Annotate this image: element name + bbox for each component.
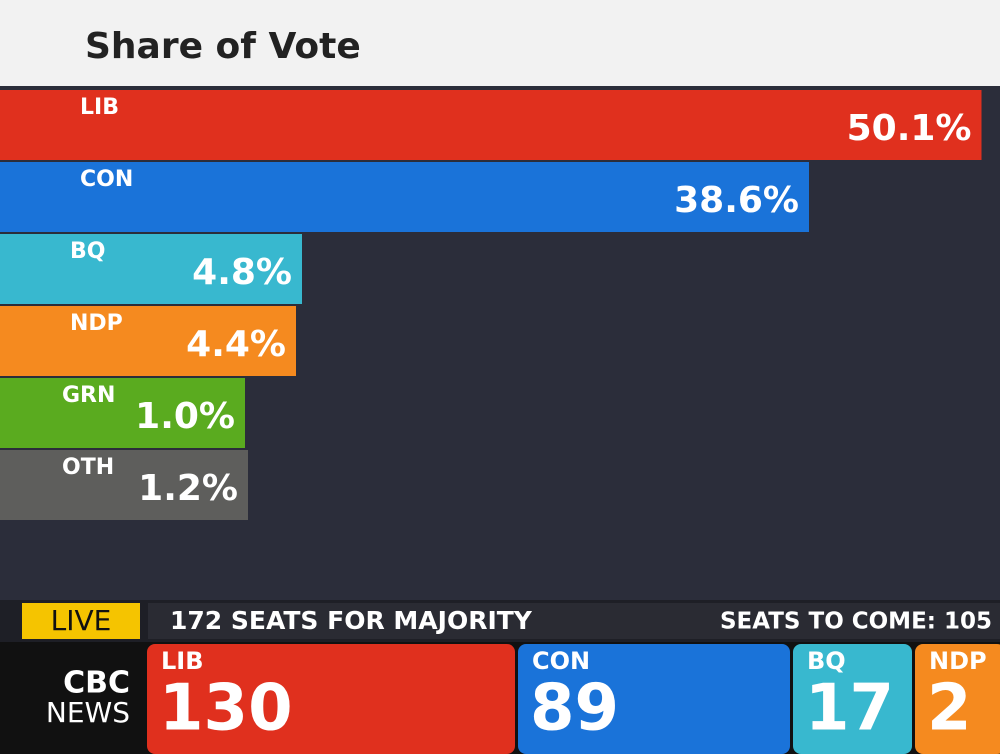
logo-cbc: CBC (63, 666, 130, 701)
category-label: OTH (62, 455, 114, 480)
seat-count: 89 (530, 672, 619, 746)
seat-count: 2 (927, 672, 972, 746)
bar (0, 90, 982, 160)
live-label: LIVE (51, 604, 112, 637)
value-label: 50.1% (847, 108, 972, 149)
seat-count: 17 (805, 672, 894, 746)
seat-box (518, 644, 790, 754)
category-label: GRN (62, 383, 115, 408)
value-label: 1.0% (135, 396, 235, 437)
seat-party: BQ (807, 647, 846, 675)
header (0, 0, 1000, 86)
value-label: 38.6% (674, 180, 799, 221)
seat-box (915, 644, 1000, 754)
majority-label: 172 SEATS FOR MAJORITY (170, 606, 533, 635)
bar (0, 306, 296, 376)
seat-box (147, 644, 515, 754)
seat-party: CON (532, 647, 590, 675)
value-label: 4.4% (186, 324, 286, 365)
live-badge (22, 603, 140, 639)
bar (0, 450, 248, 520)
value-label: 1.2% (138, 468, 238, 509)
category-label: BQ (70, 239, 105, 264)
category-label: CON (80, 167, 133, 192)
category-label: NDP (70, 311, 123, 336)
seat-party: NDP (929, 647, 987, 675)
bar (0, 234, 302, 304)
chart-title: Share of Vote (85, 26, 361, 67)
seats-to-come: SEATS TO COME: 105 (720, 609, 992, 635)
seat-box (793, 644, 912, 754)
seat-count: 130 (159, 672, 293, 746)
logo-news: NEWS (46, 696, 130, 729)
majority-bar (148, 603, 1000, 639)
value-label: 4.8% (192, 252, 292, 293)
bar (0, 378, 245, 448)
seat-party: LIB (161, 647, 204, 675)
category-label: LIB (80, 95, 119, 120)
bar (0, 162, 809, 232)
